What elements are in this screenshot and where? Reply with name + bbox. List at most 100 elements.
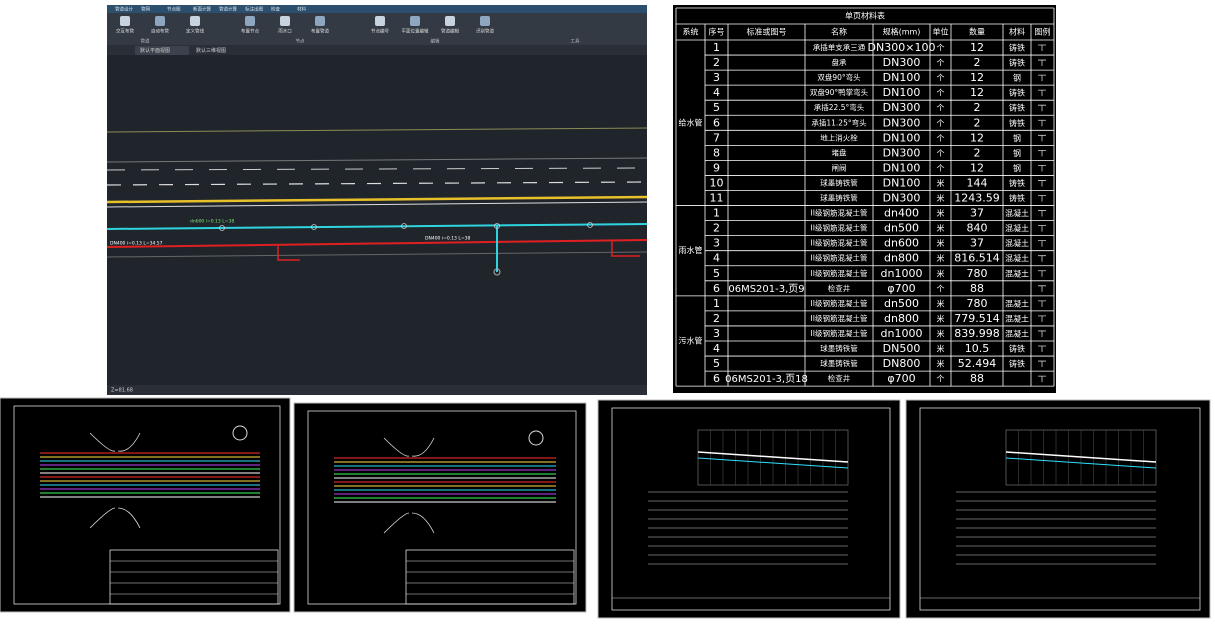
table-cell: 铸铁 <box>1009 103 1025 113</box>
ribbon-group: 编辑 <box>431 38 440 45</box>
table-cell: 12 <box>970 161 984 174</box>
menu-tab: 标注出图 <box>245 6 263 13</box>
tool-icon <box>190 16 200 26</box>
table-cell: 个 <box>937 44 945 53</box>
table-cell: 球墨铸铁管 <box>820 358 858 368</box>
tool-icon <box>375 16 385 26</box>
table-header: 标准或图号 <box>747 27 787 37</box>
table-cell: 88 <box>970 372 984 385</box>
table-cell: DN300×100 <box>868 41 936 54</box>
table-cell: dn500 <box>884 297 919 310</box>
table-cell: 铸铁 <box>1009 58 1025 68</box>
table-cell: dn500 <box>884 222 919 235</box>
table-cell: 个 <box>937 164 945 173</box>
tool-label: 布置节点 <box>241 28 259 35</box>
table-header: 数量 <box>969 27 985 37</box>
menu-tab: 节点图 <box>167 7 181 13</box>
table-cell: 个 <box>937 134 945 143</box>
table-cell: 06MS201-3,页18 <box>725 373 808 385</box>
table-cell: 4 <box>713 86 720 99</box>
table-cell: DN100 <box>883 86 921 99</box>
ribbon-group: 工具 <box>571 39 580 45</box>
table-cell: 球墨铸铁管 <box>820 343 858 353</box>
tool-label: 识别管道 <box>476 28 494 35</box>
table-cell: 11 <box>710 192 724 205</box>
table-cell: 混凝土 <box>1005 208 1029 218</box>
table-cell: 816.514 <box>954 252 1000 265</box>
tool-icon <box>480 16 490 26</box>
table-cell: 个 <box>937 375 945 384</box>
table-cell: 个 <box>937 119 945 128</box>
table-cell: II级钢筋混凝土管 <box>811 238 868 248</box>
table-cell: II级钢筋混凝土管 <box>811 298 868 308</box>
table-cell: 米 <box>937 298 945 308</box>
table-cell: dn800 <box>884 252 919 265</box>
table-cell: 8 <box>713 146 720 159</box>
table-cell: 个 <box>937 149 945 158</box>
table-cell: 米 <box>937 328 945 338</box>
table-cell: φ700 <box>887 282 915 295</box>
table-cell: 双盘90°弯头 <box>817 72 861 82</box>
table-cell: 3 <box>713 71 720 84</box>
table-cell: 839.998 <box>954 327 1000 340</box>
table-cell: φ700 <box>887 372 915 385</box>
table-cell: 钢 <box>1013 133 1021 143</box>
tool-label: 雨水口 <box>278 28 292 35</box>
table-cell: 钢 <box>1013 148 1021 158</box>
table-cell: 779.514 <box>954 312 1000 325</box>
table-cell: 地上消火栓 <box>820 132 858 142</box>
table-cell: 2 <box>713 56 720 69</box>
table-cell: 144 <box>967 176 988 189</box>
tool-icon <box>280 16 290 26</box>
table-header: 系统 <box>683 27 699 37</box>
table-cell: 12 <box>970 71 984 84</box>
table-cell: 米 <box>937 223 945 233</box>
table-cell: 6 <box>713 282 720 295</box>
table-cell: 承插11.25°弯头 <box>811 117 867 127</box>
table-cell: 3 <box>713 327 720 340</box>
tool-label: 布置管道 <box>311 28 329 35</box>
table-cell: 混凝土 <box>1005 253 1029 263</box>
table-cell: 780 <box>967 267 988 280</box>
table-cell: 米 <box>937 193 945 203</box>
table-cell: 4 <box>713 342 720 355</box>
table-cell: DN300 <box>883 101 921 114</box>
table-cell: 10.5 <box>965 342 990 355</box>
table-cell: 球墨铸铁管 <box>820 177 858 187</box>
tool-label: 交互布管 <box>116 28 134 35</box>
tool-label: 管道编辑 <box>441 28 459 35</box>
table-cell: 2 <box>713 222 720 235</box>
table-cell: dn600 <box>884 237 919 250</box>
menu-tab: 检查 <box>271 6 280 13</box>
system-label: 给水管 <box>679 117 703 127</box>
table-cell: 承插单支承三通 <box>813 42 866 52</box>
table-cell: 混凝土 <box>1005 298 1029 308</box>
table-cell: 2 <box>974 116 981 129</box>
table-cell: DN100 <box>883 161 921 174</box>
table-cell: 6 <box>713 116 720 129</box>
tool-label: 自动布管 <box>151 28 169 35</box>
tab-bar <box>107 5 647 13</box>
table-cell: II级钢筋混凝土管 <box>811 313 868 323</box>
table-cell: dn1000 <box>881 267 923 280</box>
table-cell: DN100 <box>883 131 921 144</box>
table-cell: 铸铁 <box>1009 178 1025 188</box>
table-header: 序号 <box>709 27 725 37</box>
table-cell: 6 <box>713 372 720 385</box>
table-header: 名称 <box>831 27 847 37</box>
sheet <box>906 400 1210 618</box>
table-cell: 钢 <box>1013 163 1021 173</box>
table-cell: 3 <box>713 237 720 250</box>
table-cell: 铸铁 <box>1009 88 1025 98</box>
table-cell: 米 <box>937 344 945 354</box>
table-cell: 2 <box>974 146 981 159</box>
tool-label: 定义管线 <box>186 28 204 35</box>
ribbon-group: 节点 <box>296 39 305 45</box>
table-cell: 5 <box>713 101 720 114</box>
table-cell: 混凝土 <box>1005 268 1029 278</box>
table-cell: 9 <box>713 161 720 174</box>
table-title: 单页材料表 <box>845 11 885 21</box>
table-cell: 37 <box>970 237 984 250</box>
pipe-label: DN400 i=0.13 L=34.57 <box>110 241 163 247</box>
table-cell: 检查井 <box>828 373 851 383</box>
